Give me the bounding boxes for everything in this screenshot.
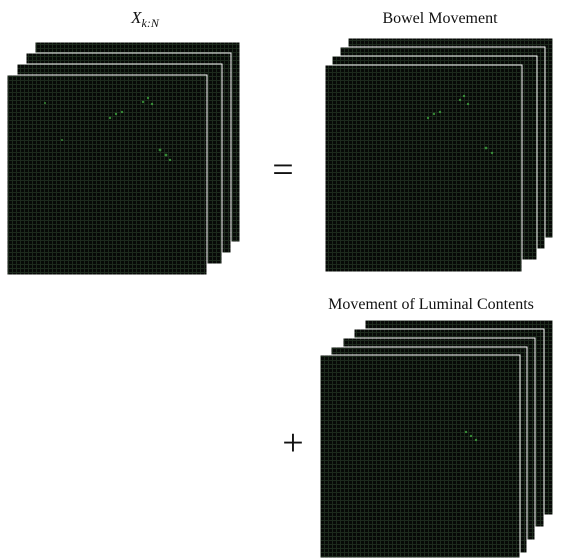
frame bbox=[324, 64, 523, 273]
input-label: Xk:N bbox=[130, 8, 160, 30]
speckles bbox=[464, 430, 478, 442]
input-stack bbox=[6, 41, 241, 276]
luminal-label: Movement of Luminal Contents bbox=[328, 296, 534, 313]
speckles bbox=[426, 94, 494, 155]
luminal-stack bbox=[319, 319, 554, 558]
frame bbox=[6, 74, 208, 276]
bowel-stack bbox=[324, 37, 554, 273]
bowel-label: Bowel Movement bbox=[382, 10, 498, 27]
speckles bbox=[44, 96, 172, 162]
plus-sign: + bbox=[282, 422, 303, 464]
frame bbox=[319, 354, 521, 558]
equals-sign: = bbox=[272, 149, 293, 191]
